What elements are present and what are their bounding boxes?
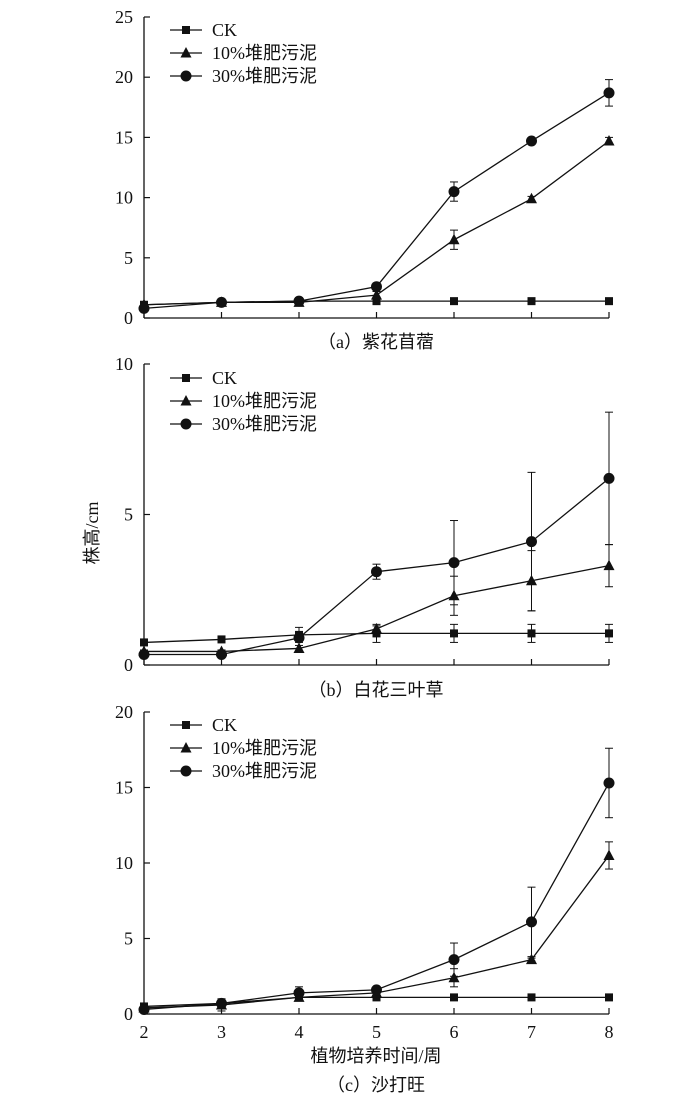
data-point <box>216 296 227 308</box>
y-tick-label: 0 <box>124 308 133 328</box>
data-point <box>527 993 536 1002</box>
y-tick-label: 20 <box>115 67 133 87</box>
legend-label: 10%堆肥污泥 <box>212 738 317 758</box>
y-tick-label: 10 <box>115 188 133 208</box>
x-tick-label: 3 <box>217 1022 226 1042</box>
y-tick-label: 5 <box>124 248 133 268</box>
legend-marker <box>180 418 192 430</box>
data-point <box>603 777 615 789</box>
data-point <box>526 916 537 928</box>
data-point <box>603 849 615 860</box>
x-tick-label: 5 <box>372 1022 381 1042</box>
legend-label: CK <box>212 20 237 40</box>
series-circle <box>138 747 615 1015</box>
x-tick-label: 6 <box>450 1022 459 1042</box>
legend-marker <box>182 721 190 729</box>
series-circle <box>138 411 615 660</box>
data-point <box>372 993 381 1002</box>
data-point <box>371 281 382 293</box>
data-point <box>372 297 381 306</box>
chart-panel-1: 0 5 10 15 20 25 CK 10%堆肥污泥 30%堆肥污泥 （a）紫花苜蓿 <box>115 7 615 352</box>
data-point <box>448 971 460 983</box>
data-point <box>450 629 458 638</box>
legend-marker <box>180 765 192 777</box>
y-axis-title: 株高/cm <box>82 502 102 565</box>
y-tick-label: 10 <box>115 853 133 873</box>
series-line <box>143 782 610 1011</box>
data-point <box>371 622 382 634</box>
data-point <box>448 186 460 198</box>
data-point <box>448 954 460 966</box>
x-tick-label: 7 <box>527 1022 536 1042</box>
y-tick-label: 15 <box>115 127 133 147</box>
y-tick-label: 20 <box>115 702 133 722</box>
series-circle <box>138 79 615 314</box>
data-point <box>293 642 305 653</box>
series-line <box>143 140 610 306</box>
data-point <box>448 557 460 569</box>
data-point <box>293 987 305 999</box>
chart-panel-3: 0 5 10 15 20 2 3 4 5 6 7 8 CK 10%堆肥污泥 30%堆肥污泥 （c）沙打旺 <box>115 702 615 1095</box>
data-point <box>605 993 613 1002</box>
chart-caption: （a）紫花苜蓿 <box>318 332 434 352</box>
data-point <box>603 559 615 571</box>
data-point <box>293 295 305 307</box>
series-line <box>143 92 610 310</box>
data-point <box>526 135 537 147</box>
legend-marker <box>180 395 192 406</box>
data-point <box>216 997 227 1009</box>
chart-caption: （c）沙打旺 <box>327 1075 425 1095</box>
data-point <box>526 953 537 965</box>
data-point <box>293 632 305 644</box>
data-point <box>605 629 613 638</box>
x-tick-label: 2 <box>140 1022 149 1042</box>
data-point <box>603 87 615 99</box>
data-point <box>216 648 227 660</box>
data-point <box>371 289 382 300</box>
data-point <box>527 629 536 638</box>
data-point <box>371 984 382 996</box>
data-point <box>371 566 382 578</box>
legend-label: 30%堆肥污泥 <box>212 761 317 781</box>
legend-label: 30%堆肥污泥 <box>212 414 317 434</box>
data-point <box>603 472 615 484</box>
data-point <box>138 648 150 660</box>
y-tick-label: 15 <box>115 778 133 798</box>
data-point <box>138 1003 150 1015</box>
legend-marker <box>180 70 192 82</box>
data-point <box>448 233 460 245</box>
legend-marker <box>180 742 192 753</box>
data-point <box>138 302 150 314</box>
legend-marker <box>180 47 192 58</box>
data-point <box>526 192 537 204</box>
x-axis-title: 植物培养时间/周 <box>310 1046 441 1066</box>
legend-label: 30%堆肥污泥 <box>212 66 317 86</box>
data-point <box>527 297 536 306</box>
legend-label: CK <box>212 368 237 388</box>
data-point <box>140 638 148 647</box>
data-point <box>603 135 615 146</box>
legend-marker <box>182 374 190 382</box>
legend-label: 10%堆肥污泥 <box>212 43 317 63</box>
data-point <box>526 536 537 548</box>
data-point <box>217 635 226 644</box>
y-tick-label: 5 <box>124 929 133 949</box>
y-tick-label: 0 <box>124 1004 133 1024</box>
legend-label: CK <box>212 715 237 735</box>
chart-panel-2: 0 5 10 CK 10%堆肥污泥 30%堆肥污泥 （b）白花三叶草 <box>115 354 615 700</box>
data-point <box>605 297 613 306</box>
data-point <box>372 629 381 638</box>
data-point <box>450 297 458 306</box>
y-tick-label: 0 <box>124 655 133 675</box>
x-tick-label: 4 <box>295 1022 304 1042</box>
x-tick-label: 8 <box>605 1022 614 1042</box>
legend-marker <box>182 26 190 34</box>
legend-label: 10%堆肥污泥 <box>212 391 317 411</box>
y-tick-label: 25 <box>115 7 133 27</box>
chart-caption: （b）白花三叶草 <box>309 680 444 700</box>
data-point <box>450 993 458 1002</box>
y-tick-label: 10 <box>115 354 133 374</box>
y-tick-label: 5 <box>124 505 133 525</box>
